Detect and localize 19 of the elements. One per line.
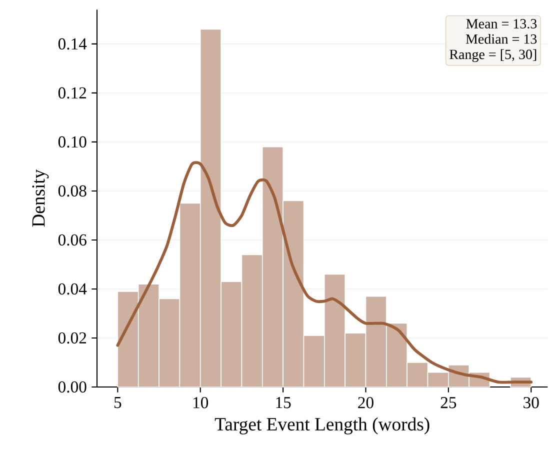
annotation: Mean = 13.3 (466, 19, 537, 29)
annotation: Median = 13 (466, 34, 537, 44)
x-tick-label: 5 (114, 397, 122, 408)
annotation: Range = [5, 30] (450, 49, 536, 62)
y-tick-label: 0.14 (58, 38, 87, 50)
x-tick-label: 20 (358, 397, 374, 408)
x-tick-label: 25 (440, 397, 456, 408)
y-tick-label: 0.12 (58, 87, 86, 99)
y-tick-label: 0.10 (58, 136, 86, 148)
x-tick-label: 10 (193, 397, 208, 408)
y-tick-label: 0.06 (58, 234, 86, 246)
y-tick-label: 0.00 (58, 381, 86, 393)
y-tick-label: 0.02 (58, 332, 86, 344)
y-tick-label: 0.04 (58, 283, 87, 295)
x-tick-label: 15 (276, 397, 291, 408)
y-axis-title: Density (32, 169, 49, 227)
x-tick-label: 30 (524, 397, 539, 408)
x-axis-title: Target Event Length (words) (214, 417, 430, 434)
y-tick-label: 0.08 (58, 185, 86, 197)
